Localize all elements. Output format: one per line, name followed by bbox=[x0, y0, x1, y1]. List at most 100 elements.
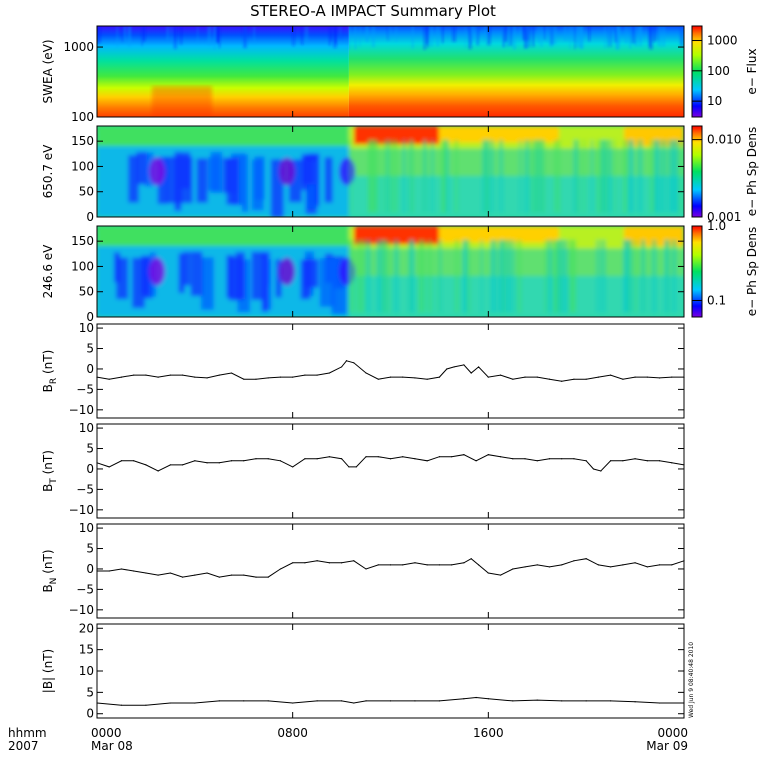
pad650-blob bbox=[279, 157, 295, 186]
pad650-streak bbox=[678, 139, 683, 213]
bt-data-point bbox=[610, 460, 612, 462]
bmag-data-point bbox=[353, 702, 355, 704]
pad246-streak bbox=[462, 239, 468, 313]
bn-ytick-label: −5 bbox=[76, 582, 94, 596]
br-data-point bbox=[597, 376, 599, 378]
pad650-streak bbox=[481, 139, 486, 213]
pad650-streak bbox=[603, 139, 608, 213]
swea-texture-strip bbox=[304, 26, 307, 43]
pad650-streak bbox=[673, 139, 680, 213]
pad246-colorbar-tick-label: 0.1 bbox=[707, 293, 726, 307]
swea-texture-strip bbox=[426, 26, 430, 48]
bt-data-point bbox=[634, 458, 636, 460]
br-data-point bbox=[255, 378, 257, 380]
bn-data-point bbox=[499, 574, 502, 576]
swea-texture-strip bbox=[359, 26, 361, 47]
pad246-streak bbox=[365, 239, 372, 313]
swea-texture-strip bbox=[649, 26, 653, 50]
br-ylabel-main: B bbox=[41, 384, 55, 392]
bn-data-point bbox=[377, 564, 379, 566]
bt-data-point bbox=[600, 470, 602, 472]
pad650-streak bbox=[613, 139, 616, 213]
pad246-band bbox=[348, 276, 684, 317]
pad246-ytick-label: 0 bbox=[86, 310, 94, 324]
xaxis-tick-time: 1600 bbox=[473, 726, 504, 740]
br-data-point bbox=[683, 376, 685, 378]
bt-data-point bbox=[304, 458, 306, 460]
br-data-point bbox=[206, 377, 208, 379]
br-data-point bbox=[487, 376, 489, 378]
pad650-streak bbox=[590, 139, 594, 213]
br-ylabel-sub: R bbox=[49, 378, 59, 384]
bn-ylabel-unit: (nT) bbox=[41, 549, 55, 577]
br-data-point bbox=[585, 378, 587, 380]
bn-data-point bbox=[255, 576, 257, 578]
bmag-data-point bbox=[389, 700, 392, 702]
xaxis-tick-date: Mar 09 bbox=[646, 739, 688, 753]
pad650-streak bbox=[490, 139, 494, 213]
pad650-structure bbox=[97, 126, 684, 217]
pad246-ytick-label: 150 bbox=[71, 234, 94, 248]
br-data-point bbox=[328, 372, 330, 374]
br-data-point bbox=[267, 377, 269, 379]
xaxis-tick-time: 0800 bbox=[277, 726, 308, 740]
bn-data-point bbox=[108, 570, 110, 572]
br-data-point bbox=[120, 376, 123, 378]
bt-data-point bbox=[683, 464, 685, 466]
bt-data-point bbox=[230, 460, 233, 462]
br-data-point bbox=[243, 378, 245, 380]
bn-data-point bbox=[463, 562, 465, 564]
pad246-streak bbox=[570, 239, 577, 313]
swea-texture-strip bbox=[629, 26, 632, 49]
swea-texture-strip bbox=[329, 26, 333, 41]
swea-texture-strip bbox=[121, 26, 124, 42]
pad246-streak bbox=[379, 239, 383, 313]
pad246-streak bbox=[559, 239, 565, 313]
pad650-streak bbox=[375, 139, 379, 213]
bn-data-point bbox=[267, 576, 269, 578]
br-data-point bbox=[279, 376, 282, 378]
pad246-blob bbox=[116, 257, 129, 300]
bmag-data-point bbox=[585, 700, 587, 702]
swea-colorbar-tick-label: 10 bbox=[707, 94, 722, 108]
bn-data-point bbox=[304, 562, 306, 564]
bt-data-point bbox=[348, 466, 350, 468]
bt-data-point bbox=[487, 454, 489, 456]
pad246-streak bbox=[466, 239, 471, 313]
bt-data-point bbox=[389, 458, 392, 460]
br-data-point bbox=[218, 374, 220, 376]
pad246-streak bbox=[502, 239, 505, 313]
pad650-streak bbox=[629, 139, 634, 213]
pad246-streak bbox=[480, 239, 483, 313]
pad246-streak bbox=[596, 239, 600, 313]
bt-data-point bbox=[658, 460, 661, 462]
pad246-streak bbox=[491, 239, 498, 313]
pad650-ytick-label: 50 bbox=[79, 185, 94, 199]
swea-colorbar-tick-label: 1000 bbox=[707, 33, 738, 47]
swea-ytick-label: 100 bbox=[71, 110, 94, 124]
br-data-point bbox=[470, 372, 472, 374]
bn-data-point bbox=[646, 566, 648, 568]
pad246-streak bbox=[664, 239, 670, 313]
swea-texture-strip bbox=[503, 26, 508, 42]
swea-ylabel: SWEA (eV) bbox=[41, 39, 55, 103]
bmag-data-point bbox=[634, 701, 636, 703]
bt-data-point bbox=[585, 460, 587, 462]
bt-ylabel-main: B bbox=[41, 484, 55, 492]
br-data-point bbox=[365, 372, 367, 374]
swea-texture-strip bbox=[292, 26, 295, 47]
pad650-streak bbox=[660, 139, 667, 213]
bmag-data-point bbox=[475, 696, 477, 699]
pad246-streak bbox=[664, 239, 667, 313]
bt-ytick-label: −10 bbox=[69, 503, 94, 517]
bn-ytick-label: −10 bbox=[69, 603, 94, 617]
pad650-streak bbox=[410, 139, 414, 213]
swea-texture-strip bbox=[476, 26, 479, 46]
plot-title: STEREO-A IMPACT Summary Plot bbox=[250, 2, 496, 20]
bn-ylabel-sub: N bbox=[49, 578, 59, 585]
bt-data-point bbox=[402, 456, 404, 458]
swea-texture-strip bbox=[129, 26, 131, 41]
br-data-point bbox=[658, 377, 661, 379]
swea-texture-strip bbox=[653, 26, 657, 42]
swea-texture-strip bbox=[207, 26, 212, 46]
